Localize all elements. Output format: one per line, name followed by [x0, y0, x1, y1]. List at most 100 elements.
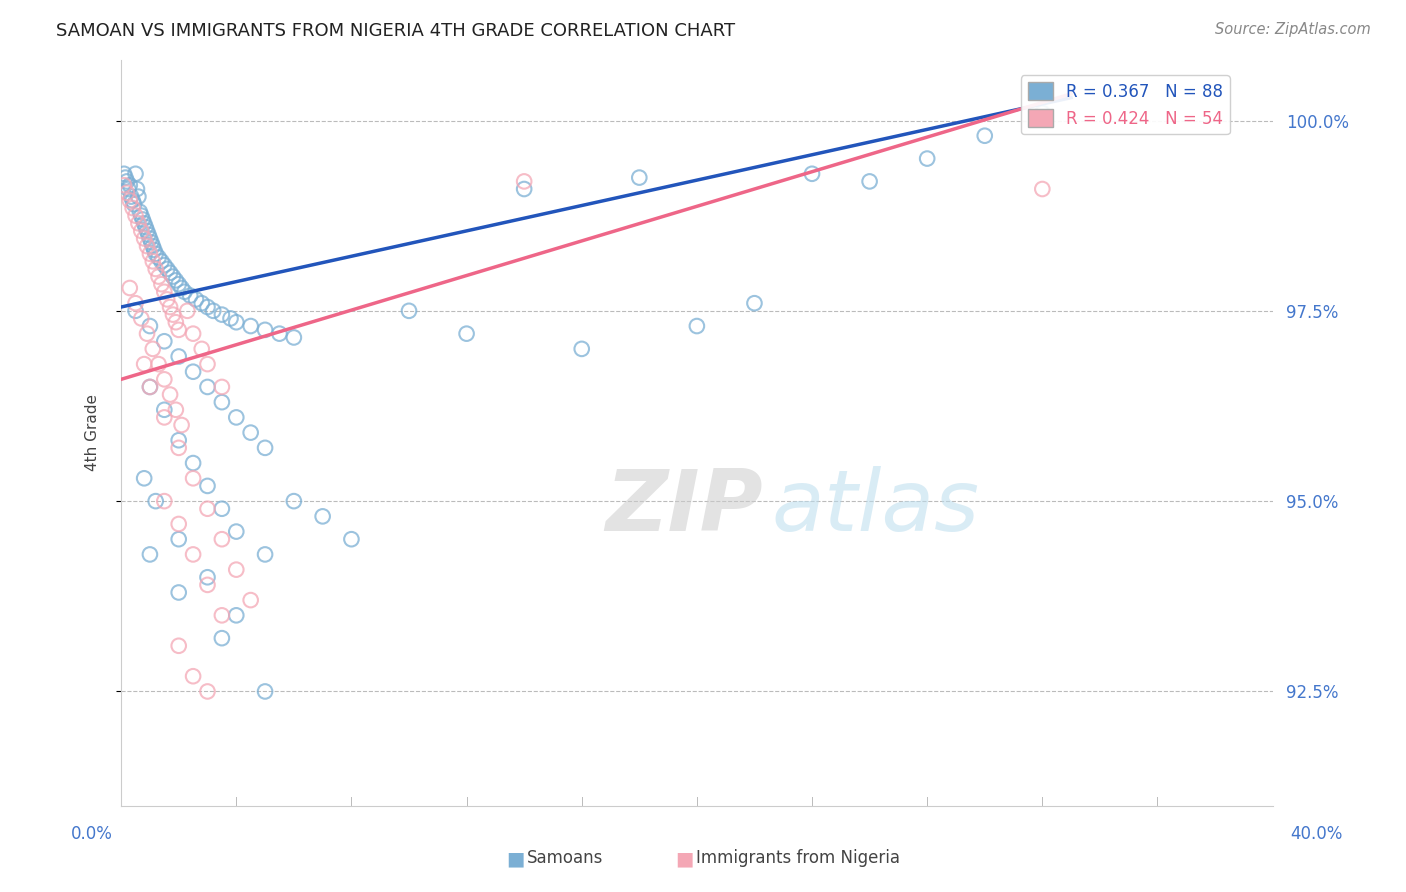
Point — [134, 471, 156, 485]
Point — [124, 296, 146, 310]
Point — [197, 300, 219, 314]
Point — [156, 262, 179, 277]
Point — [190, 296, 212, 310]
Point — [571, 342, 593, 356]
Point — [153, 334, 176, 349]
Point — [139, 231, 162, 245]
Point — [136, 224, 159, 238]
Point — [153, 410, 176, 425]
Point — [167, 350, 190, 364]
Point — [159, 387, 181, 401]
Point — [114, 170, 136, 185]
Point — [122, 197, 145, 211]
Point — [239, 319, 262, 334]
Point — [225, 608, 247, 623]
Point — [150, 254, 173, 268]
Point — [190, 342, 212, 356]
Point — [744, 296, 766, 310]
Point — [219, 311, 242, 326]
Point — [165, 273, 187, 287]
Point — [197, 380, 219, 394]
Point — [132, 212, 155, 227]
Point — [167, 516, 190, 531]
Point — [165, 402, 187, 417]
Point — [456, 326, 478, 341]
Point — [135, 220, 157, 235]
Point — [197, 357, 219, 371]
Point — [127, 216, 149, 230]
Point — [398, 303, 420, 318]
Point — [134, 231, 156, 245]
Point — [202, 303, 225, 318]
Point — [858, 174, 880, 188]
Point — [136, 239, 159, 253]
Point — [197, 501, 219, 516]
Point — [181, 326, 204, 341]
Point — [211, 608, 233, 623]
Point — [139, 246, 162, 260]
Point — [153, 258, 176, 272]
Point — [283, 330, 305, 344]
Point — [167, 585, 190, 599]
Point — [239, 593, 262, 607]
Point — [139, 380, 162, 394]
Point — [118, 281, 141, 295]
Point — [1031, 182, 1053, 196]
Point — [179, 288, 201, 302]
Text: Samoans: Samoans — [527, 849, 603, 867]
Point — [153, 402, 176, 417]
Point — [225, 315, 247, 329]
Point — [139, 380, 162, 394]
Point — [167, 441, 190, 455]
Point — [153, 494, 176, 508]
Point — [153, 285, 176, 299]
Point — [139, 319, 162, 334]
Point — [311, 509, 333, 524]
Text: Immigrants from Nigeria: Immigrants from Nigeria — [696, 849, 900, 867]
Point — [129, 224, 152, 238]
Point — [145, 246, 167, 260]
Point — [167, 639, 190, 653]
Point — [148, 251, 170, 265]
Point — [1031, 106, 1053, 120]
Point — [254, 684, 277, 698]
Point — [197, 684, 219, 698]
Point — [143, 243, 166, 257]
Point — [801, 167, 824, 181]
Text: atlas: atlas — [772, 466, 980, 549]
Y-axis label: 4th Grade: 4th Grade — [86, 394, 100, 471]
Point — [211, 380, 233, 394]
Point — [269, 326, 291, 341]
Point — [129, 209, 152, 223]
Point — [145, 262, 167, 277]
Point — [254, 548, 277, 562]
Point — [211, 501, 233, 516]
Point — [225, 563, 247, 577]
Point — [170, 281, 193, 295]
Point — [112, 178, 135, 193]
Point — [211, 308, 233, 322]
Point — [125, 182, 148, 196]
Point — [197, 479, 219, 493]
Point — [159, 300, 181, 314]
Point — [167, 277, 190, 292]
Point — [225, 410, 247, 425]
Point — [973, 128, 995, 143]
Point — [915, 152, 938, 166]
Point — [112, 167, 135, 181]
Point — [118, 178, 141, 193]
Point — [628, 170, 651, 185]
Text: 40.0%: 40.0% — [1289, 825, 1343, 843]
Point — [115, 174, 138, 188]
Point — [197, 570, 219, 584]
Point — [283, 494, 305, 508]
Point — [136, 326, 159, 341]
Point — [162, 269, 184, 284]
Point — [124, 167, 146, 181]
Point — [181, 456, 204, 470]
Point — [138, 227, 160, 242]
Point — [181, 471, 204, 485]
Point — [176, 303, 198, 318]
Legend: R = 0.367   N = 88, R = 0.424   N = 54: R = 0.367 N = 88, R = 0.424 N = 54 — [1021, 76, 1230, 135]
Point — [115, 186, 138, 200]
